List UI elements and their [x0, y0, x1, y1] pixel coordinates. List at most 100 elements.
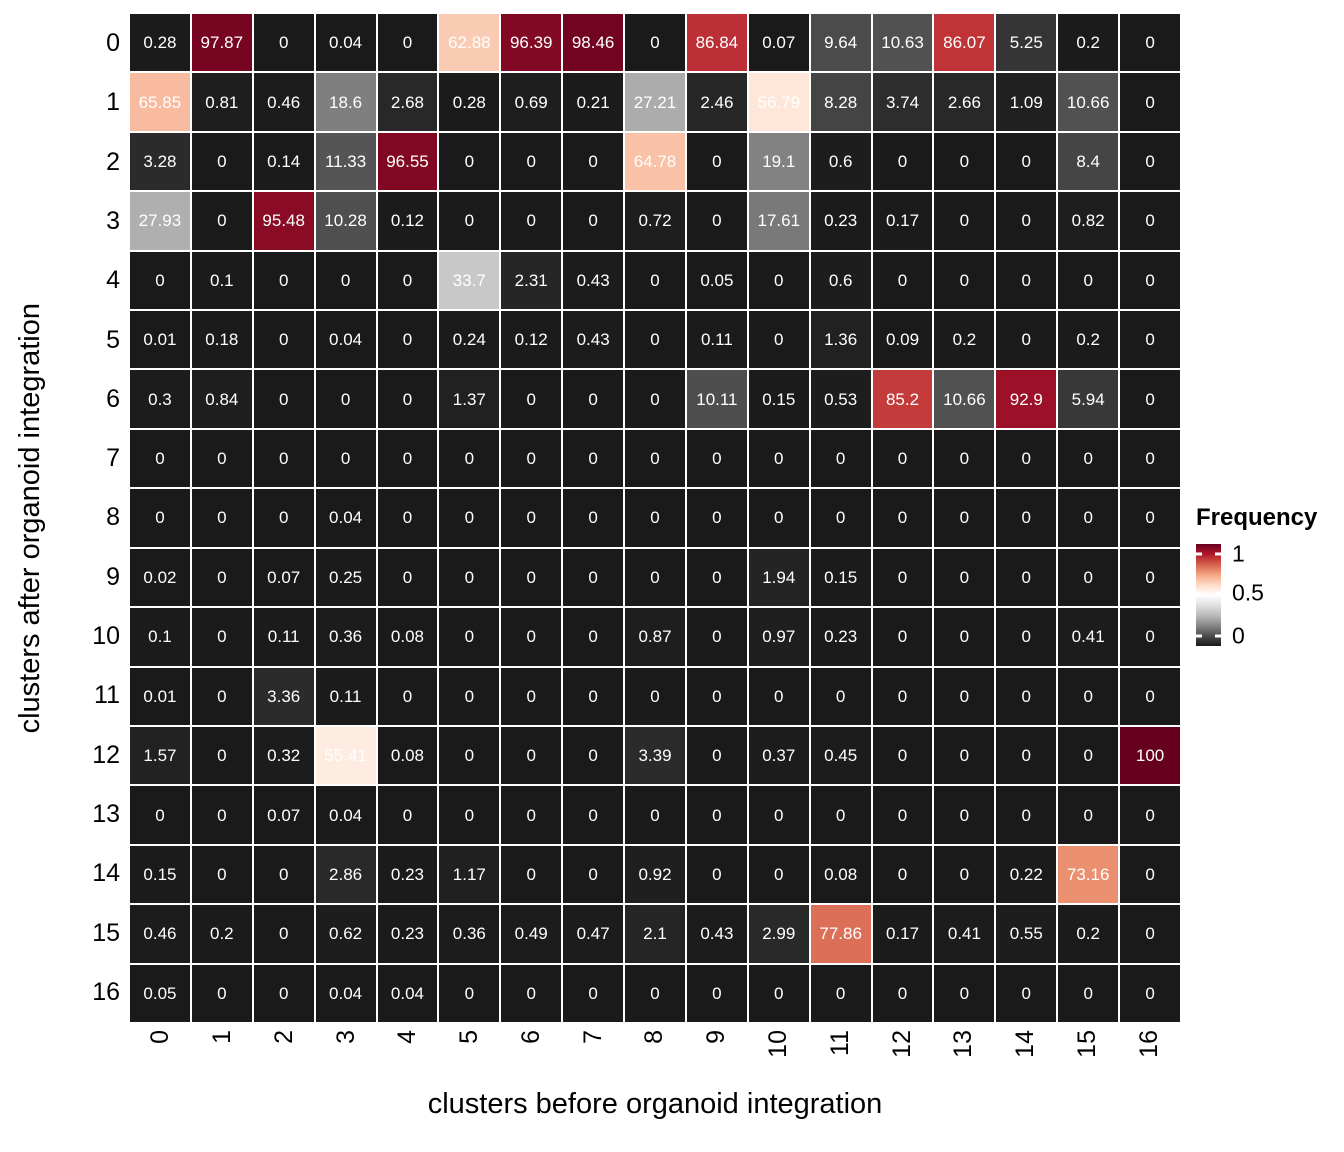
x-axis-title-text: clusters before organoid integration [427, 1088, 883, 1120]
heatmap-cell: 0 [439, 489, 500, 547]
y-tick-label: 1 [106, 88, 120, 117]
heatmap-cell: 0.04 [315, 14, 376, 72]
heatmap-cell: 0 [1120, 548, 1180, 607]
heatmap-cell: 0 [377, 14, 438, 72]
heatmap-cell: 55.41 [315, 726, 376, 785]
heatmap-cell: 0 [872, 845, 933, 904]
heatmap-cell: 0 [748, 845, 809, 904]
heatmap-cell: 92.9 [996, 370, 1057, 428]
heatmap-cell: 0 [810, 964, 871, 1022]
heatmap-cell: 0.92 [625, 845, 685, 904]
x-tick-label: 15 [1056, 1030, 1118, 1092]
heatmap-cell: 1.94 [748, 548, 809, 607]
heatmap-cell: 0 [996, 311, 1057, 369]
heatmap-cell: 0.2 [1058, 311, 1119, 369]
heatmap-cell: 0.23 [810, 608, 871, 666]
heatmap-cell: 0.41 [934, 905, 995, 963]
heatmap-cell: 0.37 [748, 726, 809, 785]
heatmap-cell: 0 [686, 608, 747, 666]
heatmap-cell: 0 [253, 251, 314, 310]
heatmap-cell: 0 [253, 845, 314, 904]
x-axis-tick-labels: 0 1 2 3 4 5 6 7 8 9 10 11 12 13 14 15 16 [130, 1030, 1180, 1092]
heatmap-cell: 0 [872, 489, 933, 547]
heatmap-cell: 0 [253, 429, 314, 488]
heatmap-cell: 0.6 [810, 132, 871, 191]
heatmap-cell: 0.23 [377, 905, 438, 963]
heatmap-cell: 0 [686, 132, 747, 191]
heatmap-cell: 0 [253, 14, 314, 72]
heatmap-cell: 0.04 [315, 311, 376, 369]
heatmap-cell: 3.39 [625, 726, 685, 785]
heatmap-cell: 0 [501, 489, 562, 547]
heatmap-cell: 77.86 [810, 905, 871, 963]
heatmap-cell: 10.28 [315, 192, 376, 250]
y-tick-label: 13 [92, 799, 120, 828]
y-tick-label: 0 [106, 29, 120, 58]
heatmap-cell: 0 [253, 489, 314, 547]
heatmap-cell: 0 [934, 845, 995, 904]
heatmap-cell: 0 [377, 489, 438, 547]
heatmap-cell: 0 [191, 786, 252, 844]
heatmap-cell: 0 [563, 845, 624, 904]
x-tick-label: 0 [130, 1030, 192, 1092]
heatmap-cell: 0.43 [686, 905, 747, 963]
heatmap-cell: 0.47 [563, 905, 624, 963]
heatmap-cell: 0.15 [810, 548, 871, 607]
heatmap-cell: 98.46 [563, 14, 624, 72]
heatmap-cell: 0 [1120, 608, 1180, 666]
heatmap-cell: 0 [748, 964, 809, 1022]
heatmap-cell: 0 [1120, 370, 1180, 428]
x-tick-label: 7 [562, 1030, 624, 1092]
x-tick-label-text: 10 [764, 1030, 793, 1058]
y-tick-label: 12 [92, 740, 120, 769]
heatmap-cell: 0 [253, 905, 314, 963]
heatmap-cell: 0 [625, 667, 685, 725]
heatmap-cell: 0.45 [810, 726, 871, 785]
heatmap-cell: 0 [377, 311, 438, 369]
heatmap-cell: 0 [1058, 786, 1119, 844]
heatmap-cell: 10.66 [934, 370, 995, 428]
x-tick-label: 8 [624, 1030, 686, 1092]
heatmap-cell: 0 [686, 786, 747, 844]
x-tick-label: 3 [315, 1030, 377, 1092]
heatmap-cell: 0.02 [130, 548, 190, 607]
heatmap-cell: 2.99 [748, 905, 809, 963]
legend-gradient-bar [1196, 544, 1221, 646]
heatmap-cell: 9.64 [810, 14, 871, 72]
legend-title: Frequency [1196, 504, 1318, 531]
heatmap-cell: 0 [872, 667, 933, 725]
heatmap-cell: 0.11 [686, 311, 747, 369]
y-axis-title: clusters after organoid integration [6, 14, 54, 1022]
heatmap-cell: 0 [686, 667, 747, 725]
heatmap-cell: 0 [501, 845, 562, 904]
heatmap-cell: 0 [501, 964, 562, 1022]
y-tick-label: 2 [106, 147, 120, 176]
heatmap-cell: 0.2 [191, 905, 252, 963]
heatmap-cell: 0.49 [501, 905, 562, 963]
heatmap-cell: 0.1 [191, 251, 252, 310]
heatmap-cell: 0.72 [625, 192, 685, 250]
heatmap-cell: 0 [996, 786, 1057, 844]
heatmap-cell: 0.2 [1058, 14, 1119, 72]
heatmap-cell: 0 [1120, 311, 1180, 369]
heatmap-cell: 27.93 [130, 192, 190, 250]
legend: Frequency 1 0.5 0 [1196, 504, 1344, 647]
heatmap-cell: 0 [563, 548, 624, 607]
heatmap-cell: 0.09 [872, 311, 933, 369]
heatmap-cell: 0 [996, 192, 1057, 250]
heatmap-cell: 0 [810, 429, 871, 488]
heatmap-cell: 0 [996, 548, 1057, 607]
heatmap-cell: 0.04 [315, 489, 376, 547]
heatmap-cell: 0.17 [872, 192, 933, 250]
y-axis-tick-labels: 0 1 2 3 4 5 6 7 8 9 10 11 12 13 14 15 16 [64, 14, 120, 1022]
heatmap-cell: 0.07 [253, 786, 314, 844]
heatmap-cell: 0.28 [439, 73, 500, 131]
heatmap-cell: 0 [996, 726, 1057, 785]
heatmap-cell: 0.05 [686, 251, 747, 310]
heatmap-cell: 0 [686, 726, 747, 785]
heatmap-cell: 2.66 [934, 73, 995, 131]
heatmap-cell: 86.07 [934, 14, 995, 72]
heatmap-cell: 0 [934, 251, 995, 310]
heatmap-cell: 0.84 [191, 370, 252, 428]
heatmap-cell: 0 [1120, 845, 1180, 904]
